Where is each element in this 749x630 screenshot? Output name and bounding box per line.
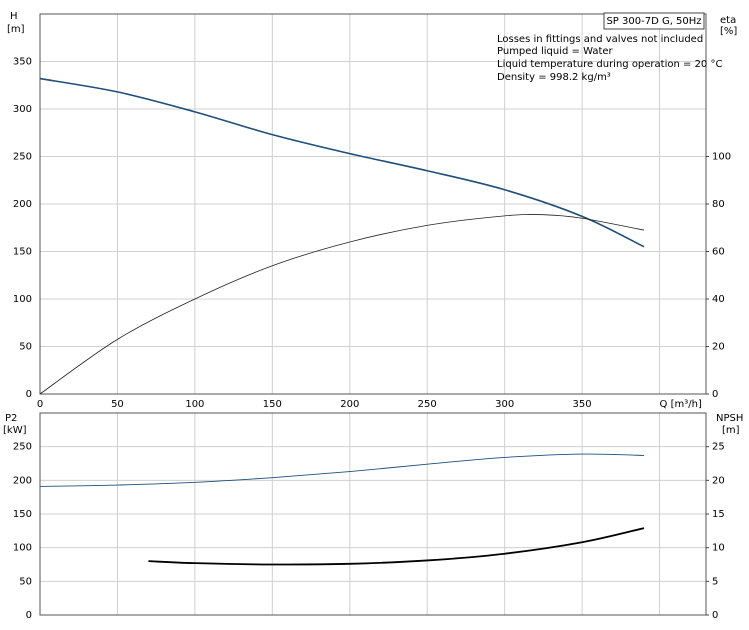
note: Density = 998.2 kg/m³ xyxy=(497,72,611,83)
plot-frame xyxy=(39,412,707,616)
y2-tick-label: 15 xyxy=(712,509,725,520)
y-tick-label: 150 xyxy=(13,247,32,258)
x-tick-label: Q [m³/h] xyxy=(660,399,702,410)
note: Pumped liquid = Water xyxy=(497,46,614,57)
y-tick-label: 250 xyxy=(13,442,32,453)
y2-tick-label: 20 xyxy=(712,342,725,353)
y2-tick-label: 0 xyxy=(712,389,718,400)
curve-eta xyxy=(39,214,645,395)
y-tick-label: 200 xyxy=(13,199,32,210)
y-tick-label: 50 xyxy=(19,576,32,587)
y-tick-label: 250 xyxy=(13,152,32,163)
curve-p2 xyxy=(39,453,645,487)
y-label: H xyxy=(10,11,18,22)
y2-label: [m] xyxy=(722,425,740,436)
y-tick-label: 200 xyxy=(13,475,32,486)
note: Losses in fittings and valves not includ… xyxy=(497,34,703,45)
y2-tick-label: 60 xyxy=(712,247,725,258)
y-tick-label: 300 xyxy=(13,104,32,115)
plot-frame xyxy=(39,13,707,395)
legend-text: SP 300-7D G, 50Hz xyxy=(606,16,701,27)
y2-tick-label: 40 xyxy=(712,294,725,305)
y-label: P2 xyxy=(5,413,17,424)
legend-box xyxy=(603,12,705,30)
y2-label: eta xyxy=(720,15,736,26)
y2-tick-label: 100 xyxy=(712,152,731,163)
x-tick-label: 100 xyxy=(185,399,204,410)
y2-label: [%] xyxy=(720,26,737,37)
y-tick-label: 100 xyxy=(13,294,32,305)
curve-h xyxy=(39,77,645,248)
x-tick-label: 250 xyxy=(418,399,437,410)
y-tick-label: 350 xyxy=(13,57,32,68)
y2-label: NPSH xyxy=(716,413,743,424)
x-tick-label: 0 xyxy=(37,399,43,410)
x-tick-label: 200 xyxy=(340,399,359,410)
y2-tick-label: 0 xyxy=(712,610,718,621)
y-label: [kW] xyxy=(3,425,27,436)
note: Liquid temperature during operation = 20… xyxy=(497,59,722,70)
y-tick-label: 0 xyxy=(26,610,32,621)
x-tick-label: 350 xyxy=(573,399,592,410)
curve-npsh xyxy=(148,527,645,566)
y-tick-label: 100 xyxy=(13,543,32,554)
x-tick-label: 50 xyxy=(111,399,124,410)
y2-tick-label: 25 xyxy=(712,442,725,453)
x-tick-label: 150 xyxy=(263,399,282,410)
y2-tick-label: 5 xyxy=(712,576,718,587)
x-tick-label: 300 xyxy=(495,399,514,410)
y-tick-label: 50 xyxy=(19,342,32,353)
y2-tick-label: 10 xyxy=(712,543,725,554)
y2-tick-label: 20 xyxy=(712,475,725,486)
y-tick-label: 0 xyxy=(26,389,32,400)
y-label: [m] xyxy=(7,24,25,35)
y-tick-label: 150 xyxy=(13,509,32,520)
y2-tick-label: 80 xyxy=(712,199,725,210)
